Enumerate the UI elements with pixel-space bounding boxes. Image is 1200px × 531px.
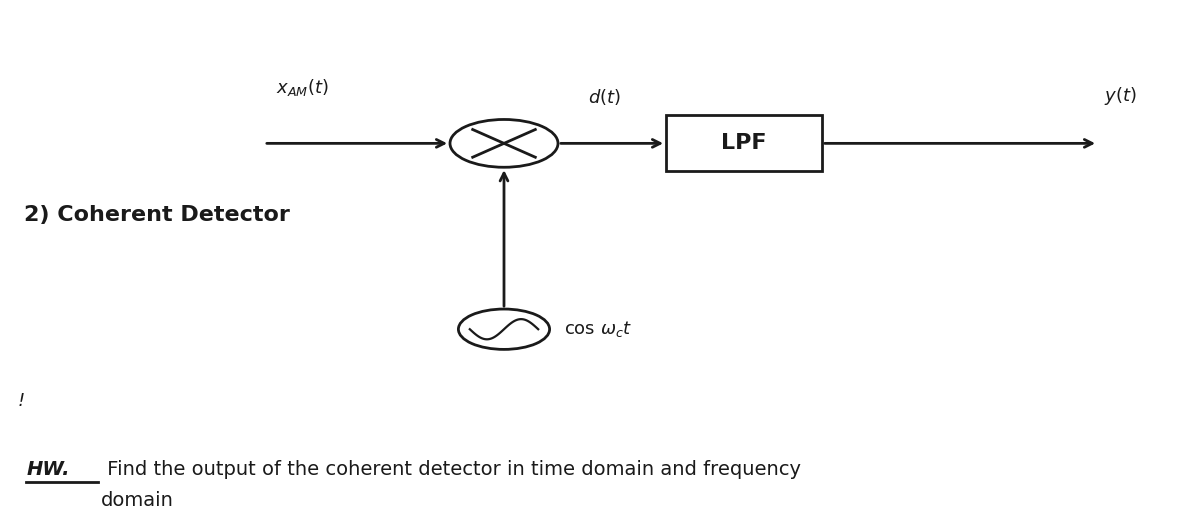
Text: Find the output of the coherent detector in time domain and frequency: Find the output of the coherent detector… (101, 460, 800, 479)
Text: domain: domain (101, 491, 174, 510)
Text: !: ! (18, 392, 25, 410)
Text: cos $\omega_c t$: cos $\omega_c t$ (564, 319, 632, 339)
Text: HW.: HW. (26, 460, 70, 479)
FancyBboxPatch shape (666, 116, 822, 171)
Text: $x_{AM}(t)$: $x_{AM}(t)$ (276, 77, 329, 98)
Text: $y(t)$: $y(t)$ (1104, 85, 1136, 107)
Text: 2) Coherent Detector: 2) Coherent Detector (24, 205, 290, 225)
Text: LPF: LPF (721, 133, 767, 153)
Text: $d(t)$: $d(t)$ (588, 87, 620, 107)
